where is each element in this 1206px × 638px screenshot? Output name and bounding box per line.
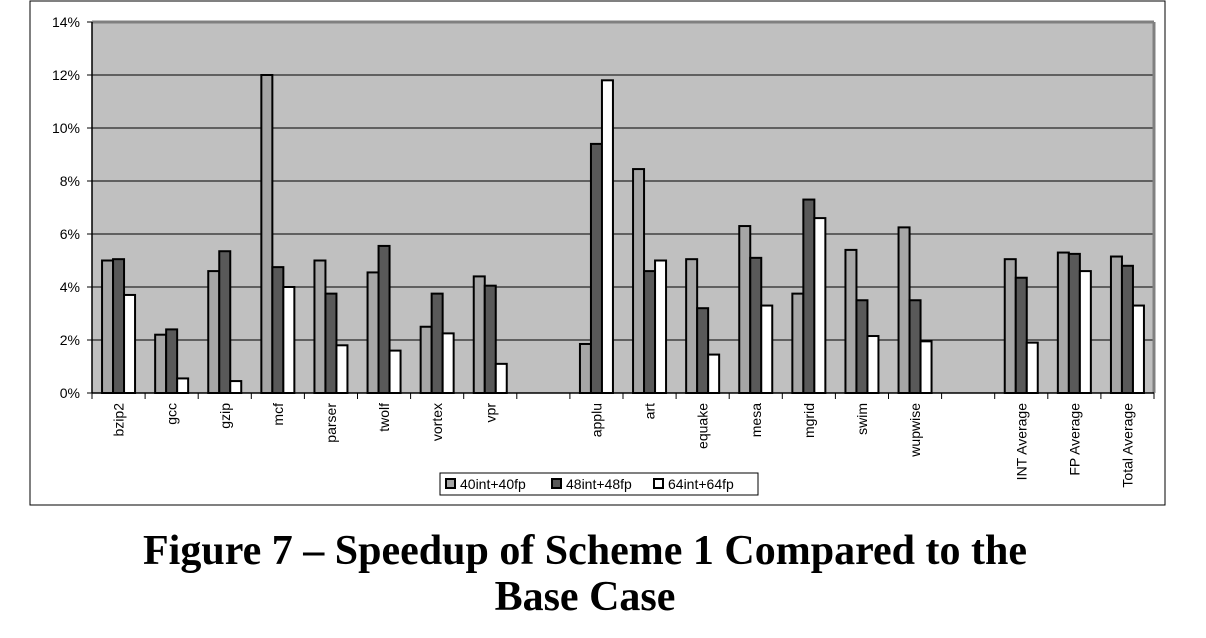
y-tick-label: 4% xyxy=(60,279,80,295)
x-category-label: mcf xyxy=(270,403,286,426)
bar-equake-1 xyxy=(696,307,710,395)
x-category-label: Total Average xyxy=(1119,403,1135,488)
bar-vpr-0 xyxy=(472,275,486,394)
bar-gzip-0 xyxy=(207,270,221,395)
bar-vortex-0 xyxy=(419,325,433,394)
bar-vpr-1 xyxy=(483,284,497,394)
bar-fp-average-2 xyxy=(1078,270,1092,395)
bar-vortex-2 xyxy=(441,332,455,394)
x-category-label: wupwise xyxy=(907,403,923,458)
x-category-label: mesa xyxy=(748,403,764,437)
bar-mesa-0 xyxy=(738,225,752,394)
bar-applu-1 xyxy=(589,142,603,394)
bar-wupwise-1 xyxy=(908,299,922,394)
x-category-label: parser xyxy=(323,403,339,443)
bar-gcc-1 xyxy=(165,328,179,394)
bar-vortex-1 xyxy=(430,292,444,394)
axes xyxy=(87,21,1155,399)
bar-fp-average-1 xyxy=(1067,252,1081,394)
bar-parser-0 xyxy=(313,259,327,394)
bar-bzip2-0 xyxy=(101,259,115,394)
bar-mgrid-0 xyxy=(791,292,805,394)
legend-label: 40int+40fp xyxy=(460,476,526,492)
x-category-label: twolf xyxy=(376,403,392,432)
bar-fp-average-0 xyxy=(1056,251,1070,394)
bar-mesa-1 xyxy=(749,256,763,394)
y-tick-label: 0% xyxy=(60,385,80,401)
caption-line-1: Figure 7 – Speedup of Scheme 1 Compared … xyxy=(143,528,1027,574)
caption-line-2: Base Case xyxy=(494,574,676,620)
bar-int-average-1 xyxy=(1014,276,1028,395)
x-category-label: mgrid xyxy=(801,403,817,438)
legend-label: 48int+48fp xyxy=(566,476,632,492)
x-category-labels: bzip2 gcc gzip mcf parser twolf vortex vpr applu… xyxy=(111,403,1136,488)
bar-gcc-0 xyxy=(154,333,168,395)
bar-total-average-1 xyxy=(1120,264,1134,394)
bar-wupwise-0 xyxy=(897,226,911,394)
bar-mcf-1 xyxy=(271,266,285,394)
bar-total-average-2 xyxy=(1131,304,1145,394)
figure-caption: Figure 7 – Speedup of Scheme 1 Compared … xyxy=(0,528,1170,620)
legend: 40int+40fp 48int+48fp 64int+64fp xyxy=(439,472,759,496)
bar-applu-0 xyxy=(578,342,592,395)
legend-swatch xyxy=(551,478,562,489)
legend-swatch xyxy=(445,478,456,489)
bar-twolf-2 xyxy=(388,349,402,395)
x-category-label: gzip xyxy=(217,403,233,429)
bar-int-average-0 xyxy=(1003,258,1017,394)
bar-bzip2-1 xyxy=(112,258,126,394)
plot-area xyxy=(92,22,1154,393)
bar-gzip-1 xyxy=(218,250,232,394)
y-tick-label: 8% xyxy=(60,173,80,189)
y-tick-label: 12% xyxy=(52,67,80,83)
bar-equake-2 xyxy=(707,353,721,395)
bar-wupwise-2 xyxy=(919,340,933,395)
x-category-label: gcc xyxy=(164,403,180,425)
chart: 0% 2% 4% 6% 8% 10% 12% 14% bzip2 gcc gzip mcf parse… xyxy=(29,0,1166,506)
x-category-label: vortex xyxy=(429,403,445,441)
bar-swim-2 xyxy=(866,335,880,394)
legend-box xyxy=(439,472,759,496)
bar-twolf-1 xyxy=(377,244,391,394)
bar-gcc-2 xyxy=(176,377,190,394)
x-category-label: FP Average xyxy=(1066,403,1082,476)
bar-art-2 xyxy=(654,259,668,394)
x-category-label: applu xyxy=(588,403,604,437)
bar-mgrid-1 xyxy=(802,198,816,394)
bar-mcf-2 xyxy=(282,286,296,394)
bar-twolf-0 xyxy=(366,271,380,394)
bars xyxy=(101,74,1145,395)
bar-total-average-0 xyxy=(1109,255,1123,394)
bar-art-0 xyxy=(632,168,646,394)
bar-mesa-2 xyxy=(760,304,774,394)
bar-mgrid-2 xyxy=(813,217,827,394)
bar-bzip2-2 xyxy=(123,293,137,395)
x-category-label: equake xyxy=(695,403,711,449)
bar-parser-1 xyxy=(324,292,338,394)
x-category-label: vpr xyxy=(482,403,498,423)
bar-int-average-2 xyxy=(1025,341,1039,394)
x-category-label: bzip2 xyxy=(111,403,127,437)
legend-swatch xyxy=(653,478,664,489)
bar-mcf-0 xyxy=(260,74,274,394)
y-tick-label: 10% xyxy=(52,120,80,136)
bar-swim-0 xyxy=(844,248,858,394)
y-tick-label: 6% xyxy=(60,226,80,242)
y-tick-label: 2% xyxy=(60,332,80,348)
bar-art-1 xyxy=(643,270,657,395)
x-category-label: art xyxy=(642,403,658,419)
x-category-label: INT Average xyxy=(1013,403,1029,481)
legend-label: 64int+64fp xyxy=(668,476,734,492)
y-tick-label: 14% xyxy=(52,14,80,30)
x-category-label: swim xyxy=(854,403,870,435)
bar-equake-0 xyxy=(685,258,699,394)
bar-swim-1 xyxy=(855,299,869,394)
bar-applu-2 xyxy=(600,79,614,395)
y-tick-labels: 0% 2% 4% 6% 8% 10% 12% 14% xyxy=(52,14,80,401)
bar-gzip-2 xyxy=(229,380,243,395)
bar-vpr-2 xyxy=(494,362,508,395)
bar-parser-2 xyxy=(335,344,349,394)
